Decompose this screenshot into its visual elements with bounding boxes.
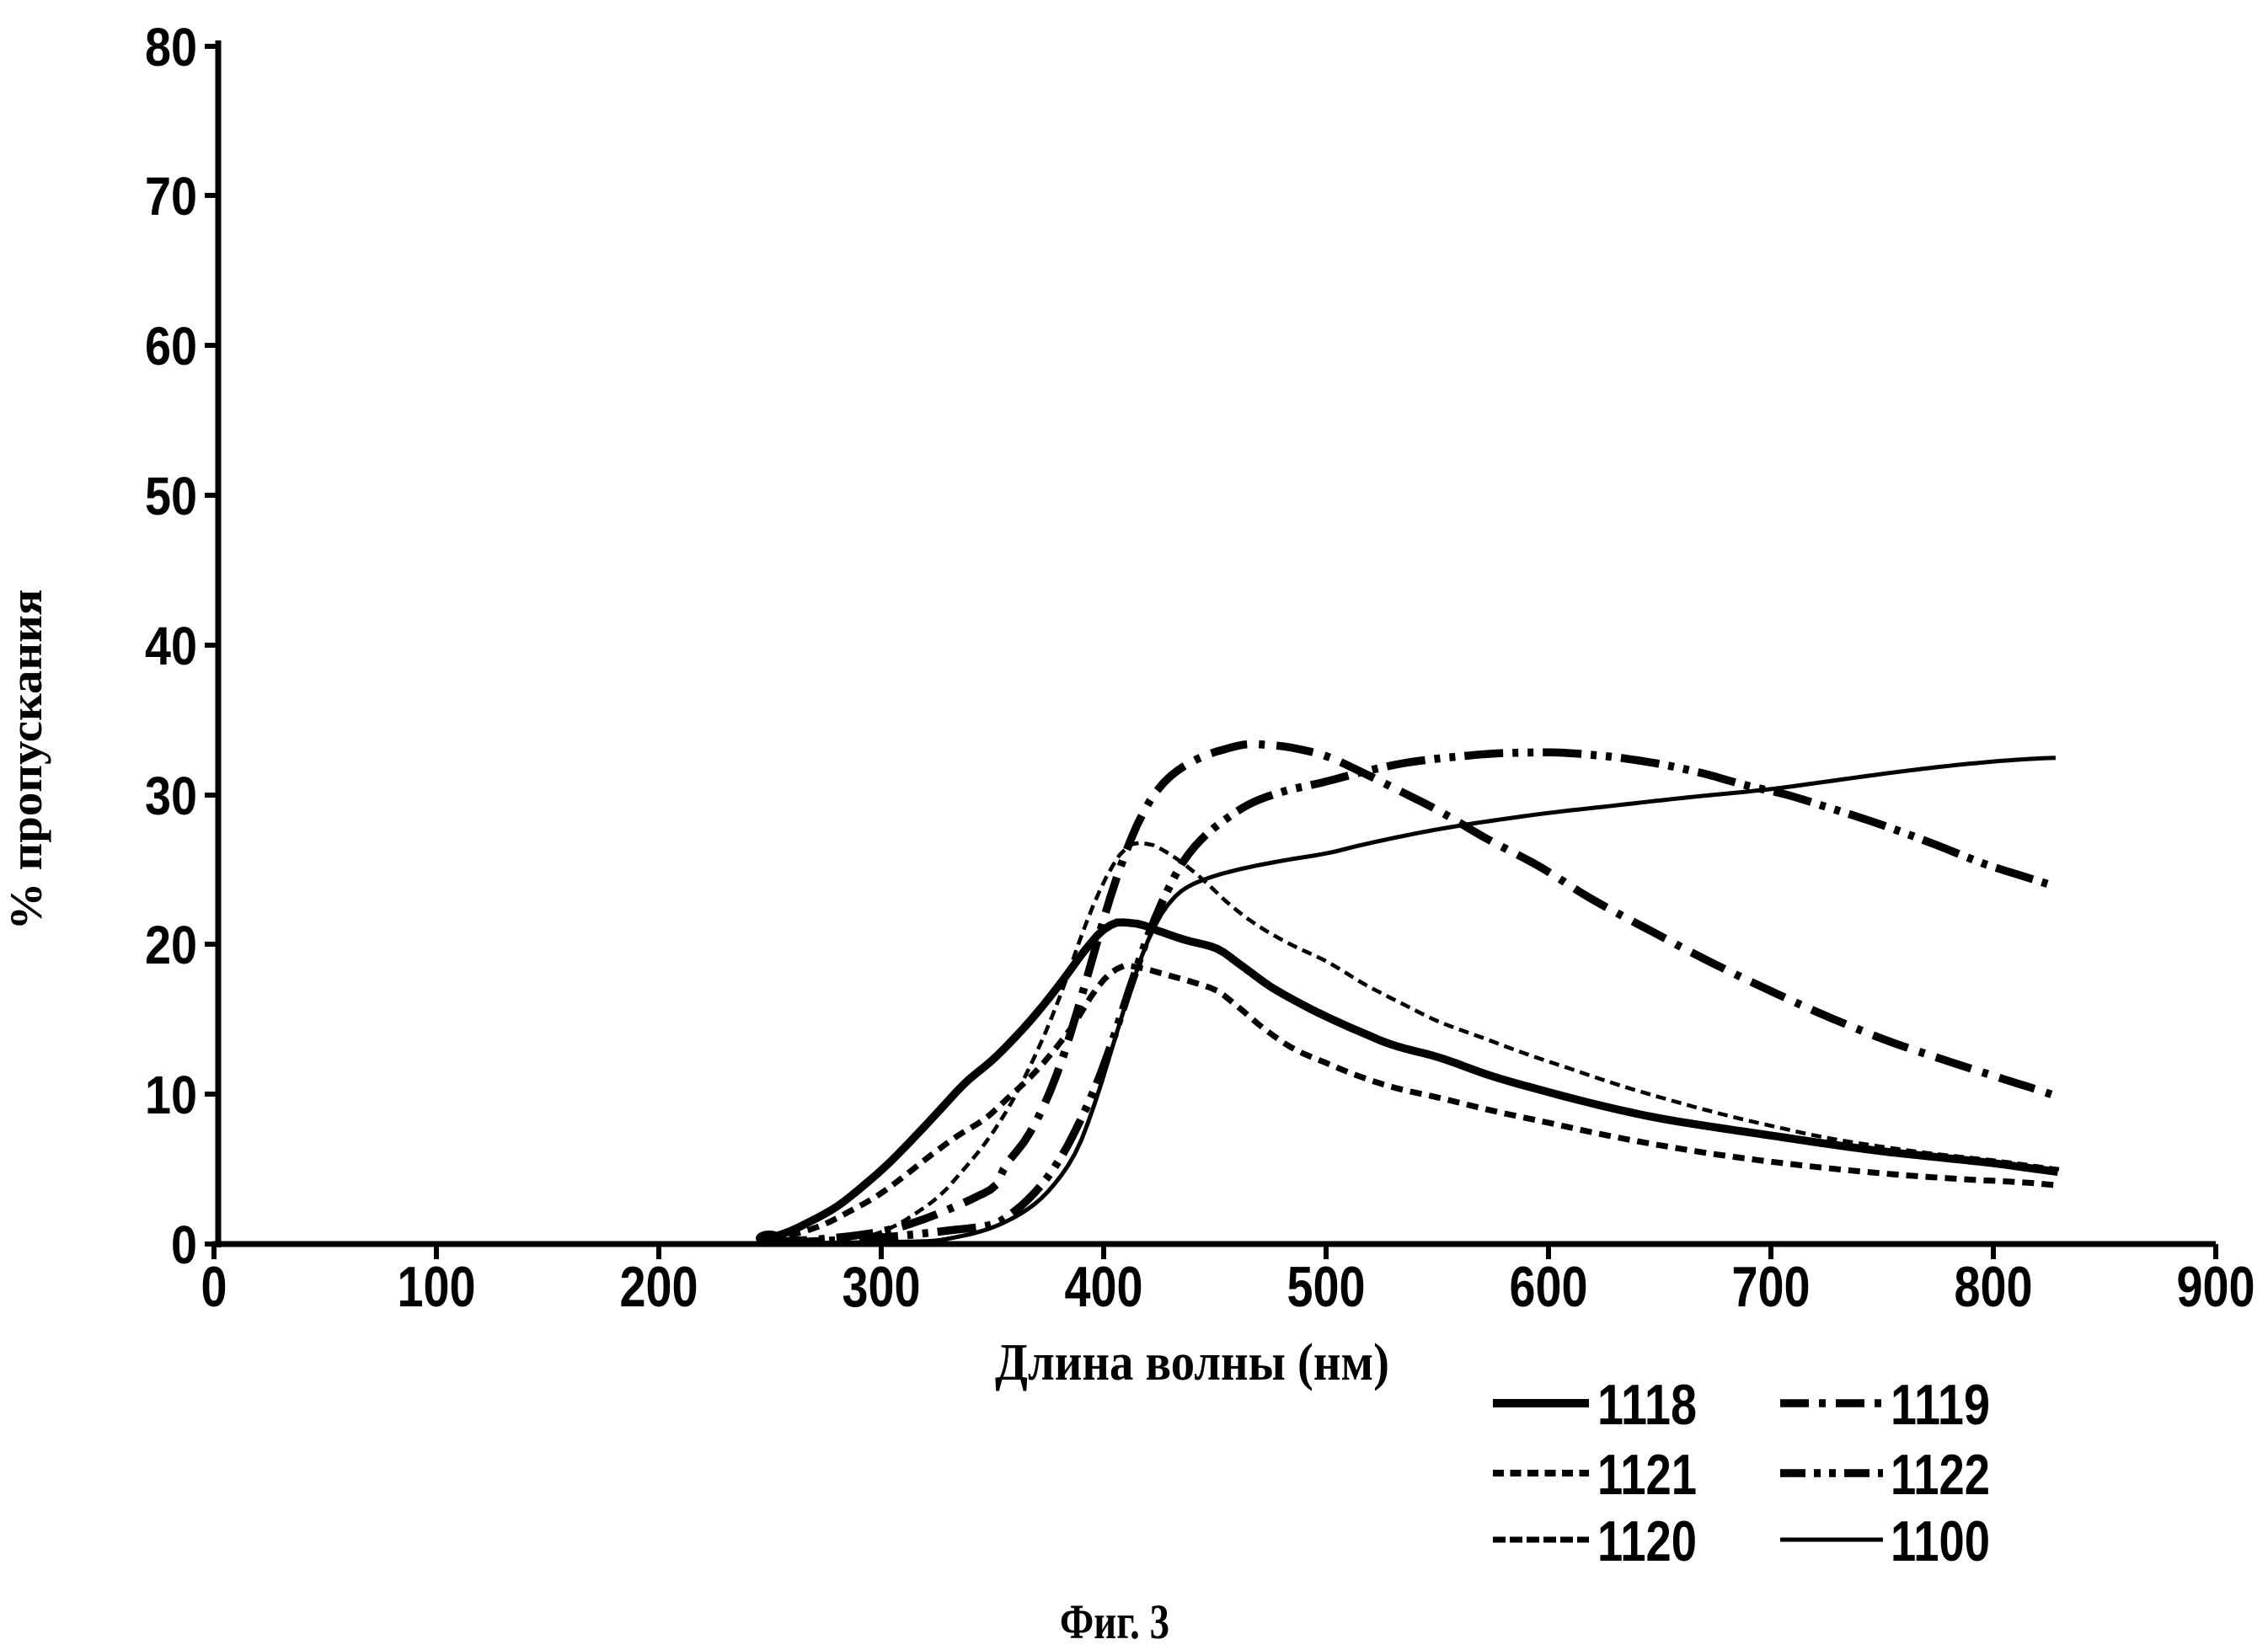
svg-text:20: 20 [145, 915, 197, 975]
svg-text:800: 800 [1955, 1255, 2033, 1319]
svg-text:60: 60 [145, 316, 197, 376]
svg-text:0: 0 [201, 1255, 227, 1319]
svg-text:% пропускания: % пропускания [1, 590, 51, 931]
svg-text:1118: 1118 [1597, 1373, 1697, 1437]
svg-text:700: 700 [1732, 1255, 1811, 1319]
svg-text:Фиг. 3: Фиг. 3 [1060, 1594, 1169, 1649]
svg-text:0: 0 [171, 1215, 197, 1275]
svg-text:1119: 1119 [1891, 1373, 1990, 1437]
svg-text:80: 80 [145, 17, 197, 77]
svg-text:600: 600 [1510, 1255, 1588, 1319]
svg-text:1122: 1122 [1891, 1443, 1990, 1507]
svg-text:Длина волны (нм): Длина волны (нм) [995, 1334, 1389, 1391]
svg-text:900: 900 [2177, 1255, 2255, 1319]
svg-text:50: 50 [145, 466, 197, 526]
svg-text:200: 200 [620, 1255, 698, 1319]
svg-text:70: 70 [145, 166, 197, 227]
svg-text:1100: 1100 [1891, 1509, 1990, 1573]
svg-text:10: 10 [145, 1065, 197, 1125]
svg-text:1120: 1120 [1597, 1509, 1697, 1573]
svg-text:500: 500 [1287, 1255, 1366, 1319]
svg-text:40: 40 [145, 616, 197, 676]
svg-text:30: 30 [145, 766, 197, 826]
svg-text:300: 300 [842, 1255, 921, 1319]
svg-text:1121: 1121 [1597, 1443, 1697, 1507]
svg-text:100: 100 [398, 1255, 476, 1319]
svg-text:400: 400 [1065, 1255, 1143, 1319]
